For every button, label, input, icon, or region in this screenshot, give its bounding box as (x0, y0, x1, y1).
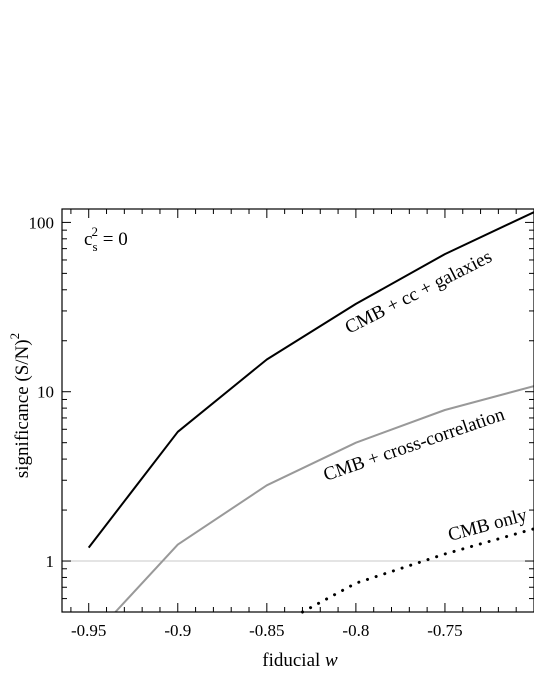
x-tick-label: -0.75 (427, 621, 462, 640)
series-label-2: CMB only (446, 505, 530, 546)
series-line-1 (114, 385, 534, 613)
y-tick-label: 1 (46, 552, 55, 571)
series-label-1: CMB + cross-correlation (321, 404, 508, 486)
x-tick-label: -0.95 (71, 621, 106, 640)
series-lines (87, 211, 534, 614)
sound-speed-annotation: cs2 = 0 (84, 224, 128, 254)
series-line-2 (301, 527, 534, 614)
x-tick-label: -0.9 (164, 621, 191, 640)
series-line-0 (87, 211, 534, 549)
x-tick-label: -0.85 (249, 621, 284, 640)
x-axis-title: fiducial w (262, 650, 338, 671)
axis-labels: -0.95 -0.9 -0.85 -0.8 -0.75 1 10 100 fiducial w s… (7, 213, 463, 671)
axis-ticks (62, 209, 534, 613)
x-tick-label: -0.8 (342, 621, 369, 640)
series-label-0: CMB + cc + galaxies (342, 246, 496, 338)
y-tick-label: 10 (37, 383, 54, 402)
plot-frame (61, 208, 534, 613)
y-tick-label: 100 (29, 213, 55, 232)
y-axis-title: significance (S/N)2 (7, 333, 33, 478)
